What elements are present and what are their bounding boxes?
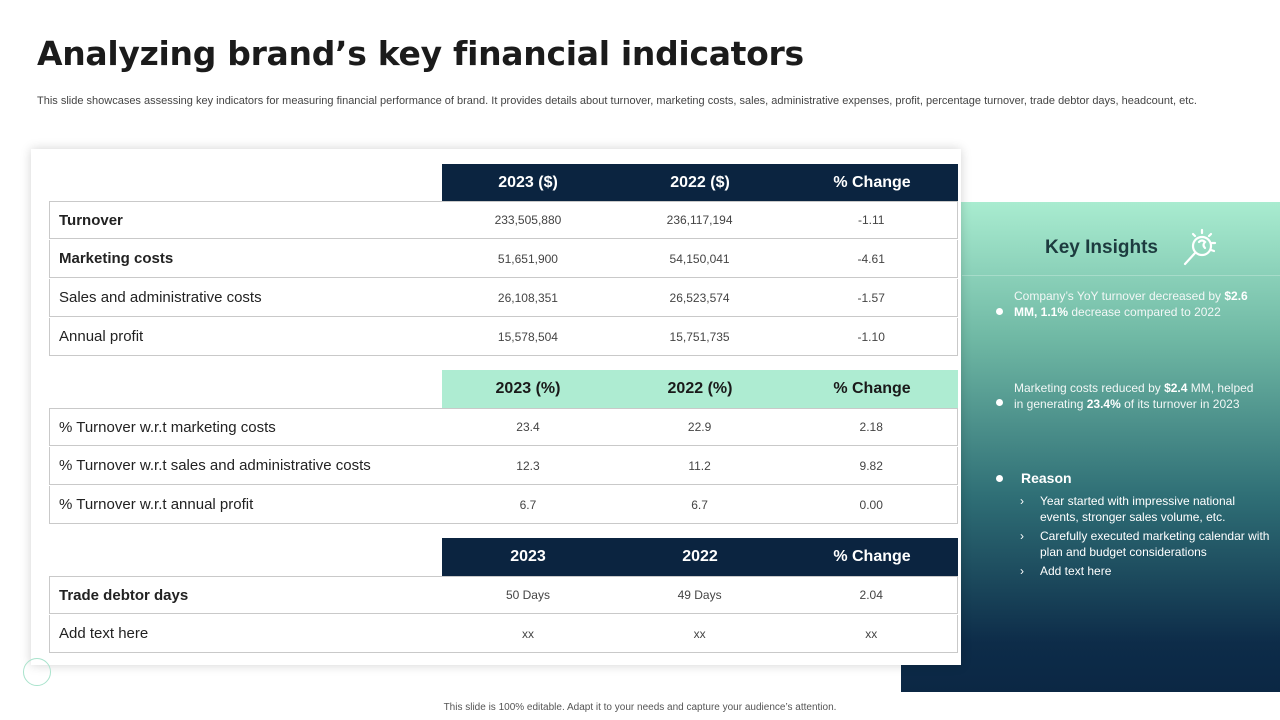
table1-header-change: % Change <box>833 174 911 191</box>
table2-header: 2023 (%) 2022 (%) % Change <box>442 370 958 408</box>
reason-title: Reason <box>1021 470 1072 486</box>
list-item: › Add text here <box>1020 563 1270 579</box>
cell-2022: 26,523,574 <box>669 290 730 305</box>
table1-header-2023: 2023 ($) <box>498 174 558 191</box>
cell-2023: 15,578,504 <box>497 329 558 344</box>
cell-change: 2.18 <box>859 420 883 434</box>
insight-highlight: $2.6 MM, 1.1% <box>1014 289 1248 319</box>
cell-change: -1.10 <box>857 329 885 344</box>
cell-2023: 6.7 <box>519 497 537 512</box>
cell-2023: 26,108,351 <box>497 290 558 305</box>
cell-2023: 50 Days <box>505 588 550 602</box>
cell-2022: 11.2 <box>688 458 711 473</box>
page-subtitle: This slide showcases assessing key indic… <box>37 95 1197 107</box>
table3-header-2023: 2023 <box>510 548 546 565</box>
table-row: % Turnover w.r.t marketing costs 23.4 22… <box>49 408 958 446</box>
insight-highlight: 23.4% <box>1086 397 1121 411</box>
cell-2023: 233,505,880 <box>494 213 562 227</box>
chevron-right-icon: › <box>1020 529 1024 543</box>
key-insights-title: Key Insights <box>1045 237 1158 258</box>
table2-header-2022: 2022 (%) <box>667 380 733 397</box>
cell-2023: xx <box>521 626 534 641</box>
lightbulb-magnifier-icon <box>1183 228 1217 266</box>
row-label: Add text here <box>59 625 149 642</box>
table-row: Sales and administrative costs 26,108,35… <box>49 279 958 317</box>
reason-list: › Year started with impressive national e… <box>1020 493 1270 582</box>
table-row: Annual profit 15,578,504 15,751,735 -1.1… <box>49 318 958 356</box>
table1-header: 2023 ($) 2022 ($) % Change <box>442 164 958 202</box>
cell-2022: 6.7 <box>691 497 708 512</box>
table3-header: 2023 2022 % Change <box>442 538 958 576</box>
cell-change: xx <box>865 626 878 641</box>
table1-header-2022: 2022 ($) <box>670 174 730 191</box>
chevron-right-icon: › <box>1020 494 1024 508</box>
table2-header-change: % Change <box>833 380 911 397</box>
cell-change: 0.00 <box>859 497 883 512</box>
cell-change: -1.57 <box>857 290 885 305</box>
cell-2022: 54,150,041 <box>669 251 730 266</box>
cell-change: -1.11 <box>857 213 885 227</box>
table-row: Trade debtor days 50 Days 49 Days 2.04 <box>49 576 958 614</box>
cell-2022: 15,751,735 <box>669 329 730 344</box>
reason-text: Add text here <box>1040 564 1112 578</box>
table2-header-2023: 2023 (%) <box>495 380 561 397</box>
cell-2023: 23.4 <box>516 420 540 434</box>
insight-turnover: Company’s YoY turnover decreased by $2.6… <box>1014 288 1254 320</box>
row-label: Turnover <box>59 211 123 229</box>
row-label: % Turnover w.r.t annual profit <box>59 496 254 513</box>
table-row: Add text here xx xx xx <box>49 615 958 653</box>
insight-text: of its turnover in 2023 <box>1120 397 1240 411</box>
row-label: Trade debtor days <box>59 586 189 604</box>
row-label: % Turnover w.r.t marketing costs <box>59 418 276 436</box>
bullet-dot <box>996 475 1003 482</box>
bullet-dot <box>996 308 1003 315</box>
row-label: % Turnover w.r.t sales and administrativ… <box>59 457 371 474</box>
cell-change: 9.82 <box>859 458 883 473</box>
insight-text: Marketing costs reduced by <box>1014 381 1165 395</box>
insight-text: decrease compared to 2022 <box>1068 305 1221 319</box>
bullet-dot <box>996 399 1003 406</box>
insight-text: Company’s YoY turnover decreased by <box>1014 289 1225 303</box>
cell-2022: 236,117,194 <box>666 213 733 227</box>
cell-2023: 12.3 <box>516 458 540 473</box>
table-row: Marketing costs 51,651,900 54,150,041 -4… <box>49 240 958 278</box>
insights-panel <box>901 202 1280 692</box>
table3-header-change: % Change <box>833 548 911 565</box>
footer-note: This slide is 100% editable. Adapt it to… <box>443 702 837 713</box>
cell-2023: 51,651,900 <box>497 251 558 266</box>
row-label: Annual profit <box>59 328 144 345</box>
insight-text: MM, helped in generating <box>1014 381 1254 411</box>
cell-2022: 22.9 <box>687 420 712 434</box>
decorative-ring <box>23 658 51 686</box>
table3-header-2022: 2022 <box>682 548 718 565</box>
table-row: % Turnover w.r.t sales and administrativ… <box>49 447 958 485</box>
cell-change: 2.04 <box>859 588 883 602</box>
insight-marketing: Marketing costs reduced by $2.4 MM, help… <box>1014 380 1254 412</box>
cell-2022: xx <box>693 626 706 641</box>
table-row: Turnover 233,505,880 236,117,194 -1.11 <box>49 201 958 239</box>
reason-text: Year started with impressive national ev… <box>1040 494 1235 524</box>
insights-divider <box>962 275 1280 276</box>
row-label: Sales and administrative costs <box>59 289 262 306</box>
reason-text: Carefully executed marketing calendar wi… <box>1040 529 1270 559</box>
table-row: % Turnover w.r.t annual profit 6.7 6.7 0… <box>49 486 958 524</box>
page-title: Analyzing brand’s key financial indicato… <box>37 34 804 73</box>
cell-2022: 49 Days <box>677 588 722 602</box>
chevron-right-icon: › <box>1020 564 1024 578</box>
insight-highlight: $2.4 <box>1164 381 1188 395</box>
list-item: › Year started with impressive national e… <box>1020 493 1270 525</box>
list-item: › Carefully executed marketing calendar w… <box>1020 528 1270 560</box>
row-label: Marketing costs <box>59 250 174 267</box>
cell-change: -4.61 <box>857 251 885 266</box>
